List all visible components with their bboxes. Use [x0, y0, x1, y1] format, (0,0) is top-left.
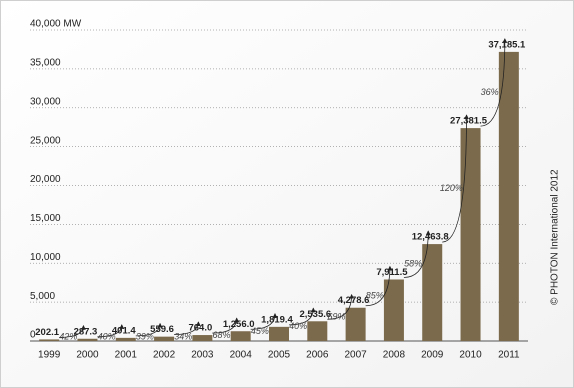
- y-tick-label: 5,000: [30, 291, 55, 302]
- growth-label: 36%: [481, 87, 499, 97]
- growth-arrow: [97, 324, 125, 338]
- y-tick-label: 20,000: [30, 174, 61, 185]
- growth-label: 69%: [327, 311, 345, 321]
- growth-arrow: [365, 265, 393, 307]
- bar: [460, 128, 481, 341]
- y-tick-label: 10,000: [30, 252, 61, 263]
- growth-arrow: [135, 322, 163, 337]
- y-tick-label: 0: [30, 330, 36, 341]
- bar: [77, 338, 98, 341]
- value-label: 1,819.4: [261, 314, 293, 325]
- x-tick-label: 2004: [230, 350, 253, 361]
- x-tick-label: 2007: [344, 350, 367, 361]
- x-tick-label: 2002: [153, 350, 176, 361]
- x-tick-label: 2006: [306, 350, 329, 361]
- growth-label: 42%: [59, 331, 77, 341]
- x-tick-label: 2000: [76, 350, 99, 361]
- value-label: 4,278.6: [338, 295, 370, 306]
- credit: © PHOTON International 2012: [550, 169, 561, 305]
- value-label: 287.3: [74, 326, 98, 337]
- bar: [498, 51, 519, 341]
- growth-label: 39%: [136, 331, 154, 341]
- growth-arrow: [174, 321, 201, 336]
- y-tick-label: 30,000: [30, 96, 61, 107]
- growth-arrow: [59, 324, 86, 338]
- growth-arrow: [442, 114, 469, 243]
- x-tick-label: 2005: [268, 350, 291, 361]
- bar: [115, 337, 136, 341]
- value-label: 559.6: [150, 324, 174, 335]
- growth-label: 34%: [174, 331, 192, 341]
- value-label: 27,381.5: [450, 116, 488, 127]
- growth-arrow: [212, 317, 240, 334]
- value-label: 7,911.5: [376, 267, 408, 278]
- bar: [192, 335, 213, 341]
- growth-label: 85%: [366, 290, 384, 300]
- x-tick-label: 2001: [115, 350, 138, 361]
- bar: [422, 244, 443, 341]
- growth-arrow: [250, 313, 278, 330]
- x-tick-label: 2010: [459, 350, 482, 361]
- y-tick-label: 40,000 MW: [30, 19, 82, 30]
- x-tick-label: 1999: [38, 350, 61, 361]
- value-label: 202.1: [35, 327, 59, 338]
- y-tick-label: 25,000: [30, 135, 61, 146]
- growth-label: 45%: [251, 326, 269, 336]
- growth-label: 58%: [404, 259, 422, 269]
- growth-arrow: [403, 230, 431, 278]
- x-tick-label: 2003: [191, 350, 214, 361]
- growth-label: 68%: [213, 330, 231, 340]
- value-label: 401.4: [112, 325, 136, 336]
- growth-arrow: [480, 38, 508, 127]
- y-tick-label: 35,000: [30, 58, 61, 69]
- bar: [383, 279, 404, 341]
- growth-label: 120%: [440, 183, 463, 193]
- y-tick-label: 15,000: [30, 213, 61, 224]
- value-label: 12,463.8: [412, 232, 449, 243]
- bar: [39, 339, 60, 341]
- x-tick-label: 2008: [383, 350, 406, 361]
- x-tick-label: 2009: [421, 350, 444, 361]
- growth-label: 40%: [289, 321, 307, 331]
- bar: [269, 326, 289, 341]
- value-label: 2,535.6: [299, 309, 331, 320]
- growth-arrow: [288, 307, 316, 326]
- x-tick-label: 2011: [498, 350, 520, 361]
- value-label: 1,256.0: [223, 319, 255, 330]
- bar: [307, 321, 328, 341]
- bar: [230, 331, 251, 341]
- growth-arrow: [327, 293, 355, 320]
- value-label: 764.0: [188, 323, 212, 334]
- value-label: 37,185.1: [488, 39, 526, 50]
- growth-label: 40%: [98, 331, 116, 341]
- bar: [154, 336, 175, 341]
- bar: [345, 307, 366, 341]
